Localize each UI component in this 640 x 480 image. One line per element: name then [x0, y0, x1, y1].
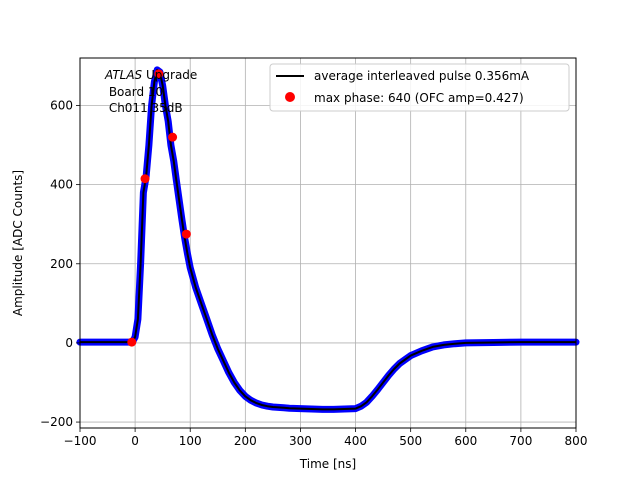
max-phase-point — [154, 69, 164, 79]
max-phase-point — [127, 337, 137, 347]
x-tick-label: 100 — [179, 434, 202, 448]
legend-frame — [269, 63, 570, 112]
max-phase-point — [140, 174, 150, 184]
x-axis: −100 0 100 200 300 400 500 600 700 800 — [64, 428, 588, 448]
y-axis: −200 0 200 400 600 — [40, 98, 80, 429]
y-axis-label: Amplitude [ADC Counts] — [11, 170, 25, 316]
x-tick-label: 800 — [565, 434, 588, 448]
x-tick-label: 0 — [131, 434, 139, 448]
y-tick-label: 200 — [50, 257, 73, 271]
x-tick-label: 700 — [509, 434, 532, 448]
annotation-channel: Ch011 35dB — [105, 101, 183, 115]
svg-text:ATLAS Upgrade: ATLAS Upgrade — [104, 68, 197, 82]
x-tick-label: 300 — [289, 434, 312, 448]
legend: average interleaved pulse 0.356mA max ph… — [269, 63, 570, 112]
legend-marker-swatch — [285, 92, 295, 102]
legend-entry-pulse: average interleaved pulse 0.356mA — [314, 69, 530, 83]
y-tick-label: 400 — [50, 178, 73, 192]
max-phase-point — [181, 229, 191, 239]
y-tick-label: 600 — [50, 98, 73, 112]
x-tick-label: 600 — [454, 434, 477, 448]
annotation-upgrade: Upgrade — [142, 68, 197, 82]
x-tick-label: 200 — [234, 434, 257, 448]
y-tick-label: 0 — [65, 336, 73, 350]
x-tick-label: −100 — [64, 434, 97, 448]
max-phase-point — [168, 132, 178, 142]
axes-frame — [79, 57, 577, 429]
average-pulse-line — [80, 68, 576, 411]
x-tick-label: 500 — [399, 434, 422, 448]
annotation-block: ATLAS Upgrade Board 10 Ch011 35dB — [104, 68, 197, 115]
x-axis-label: Time [ns] — [299, 457, 356, 471]
annotation-board: Board 10 — [105, 85, 163, 99]
x-tick-label: 400 — [344, 434, 367, 448]
legend-entry-max-phase: max phase: 640 (OFC amp=0.427) — [314, 91, 524, 105]
annotation-atlas: ATLAS — [104, 68, 143, 82]
y-tick-label: −200 — [40, 415, 73, 429]
plot-area — [76, 66, 580, 413]
